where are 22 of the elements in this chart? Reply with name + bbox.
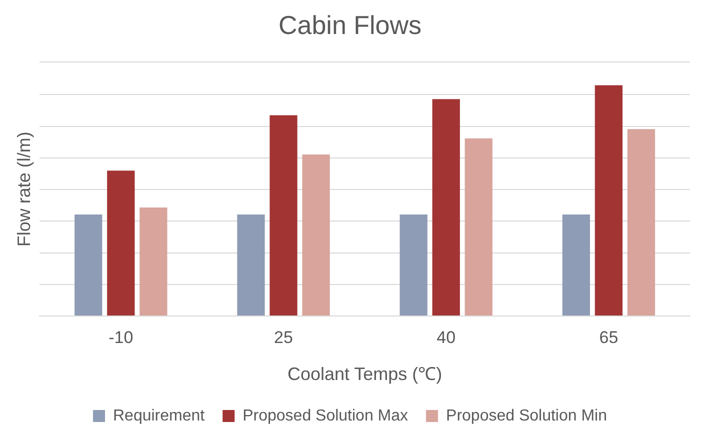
- x-tick-label: 40: [436, 328, 456, 347]
- bar: [400, 214, 428, 316]
- bar: [464, 138, 492, 316]
- bar: [594, 85, 623, 316]
- bar: [627, 129, 656, 316]
- x-tick-label: 25: [274, 328, 293, 347]
- bar: [74, 214, 102, 316]
- bar: [562, 214, 590, 316]
- x-tick-label: 65: [599, 328, 618, 347]
- bar: [270, 115, 298, 316]
- x-tick-label: -10: [108, 328, 134, 347]
- x-axis-title: Coolant Temps (℃): [287, 364, 442, 384]
- bar: [140, 208, 168, 316]
- bar: [432, 99, 460, 316]
- legend-label: Proposed Solution Min: [446, 407, 608, 424]
- bar: [107, 170, 135, 316]
- y-axis-title: Flow rate (l/m): [14, 132, 34, 247]
- legend-label: Requirement: [112, 407, 206, 424]
- bar: [237, 214, 265, 316]
- legend-label: Proposed Solution Max: [242, 407, 408, 424]
- bar: [302, 154, 330, 316]
- chart-title: Cabin Flows: [278, 10, 422, 40]
